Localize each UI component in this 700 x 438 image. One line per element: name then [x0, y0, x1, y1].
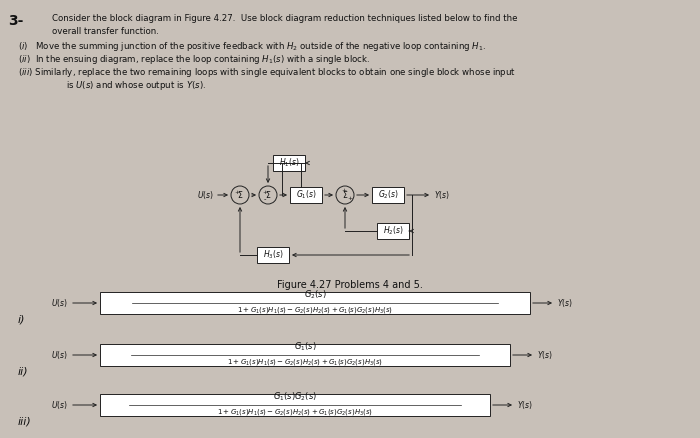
FancyBboxPatch shape — [257, 247, 289, 263]
Text: +: + — [262, 190, 267, 194]
Text: overall transfer function.: overall transfer function. — [52, 27, 159, 36]
Text: $Y(s)$: $Y(s)$ — [557, 297, 573, 309]
Text: i): i) — [18, 315, 25, 325]
FancyBboxPatch shape — [377, 223, 409, 239]
Text: $H_2(s)$: $H_2(s)$ — [383, 225, 403, 237]
Text: iii): iii) — [18, 417, 32, 427]
Text: $U(s)$: $U(s)$ — [197, 189, 214, 201]
Text: -: - — [264, 196, 266, 202]
Text: +: + — [234, 190, 239, 194]
Text: $(i)$   Move the summing junction of the positive feedback with $H_2$ outside of: $(i)$ Move the summing junction of the p… — [18, 40, 486, 53]
Text: Figure 4.27 Problems 4 and 5.: Figure 4.27 Problems 4 and 5. — [277, 280, 423, 290]
Text: $G_2(s)$: $G_2(s)$ — [304, 289, 326, 301]
Text: $U(s)$: $U(s)$ — [51, 349, 68, 361]
Text: $U(s)$: $U(s)$ — [51, 399, 68, 411]
Text: +: + — [342, 187, 346, 192]
FancyBboxPatch shape — [290, 187, 322, 203]
Text: $\Sigma$: $\Sigma$ — [265, 190, 271, 201]
Text: $(ii)$  In the ensuing diagram, replace the loop containing $H_1(s)$ with a sing: $(ii)$ In the ensuing diagram, replace t… — [18, 53, 370, 66]
Text: $\Sigma$: $\Sigma$ — [342, 190, 348, 201]
Text: $U(s)$: $U(s)$ — [51, 297, 68, 309]
Text: 3-: 3- — [8, 14, 23, 28]
Text: $Y(s)$: $Y(s)$ — [537, 349, 553, 361]
FancyBboxPatch shape — [100, 394, 490, 416]
Text: $G_2(s)$: $G_2(s)$ — [377, 189, 398, 201]
Text: $G_1(s)$: $G_1(s)$ — [295, 189, 316, 201]
FancyBboxPatch shape — [100, 344, 510, 366]
Text: +: + — [347, 195, 353, 201]
Text: $G_1(s)$: $G_1(s)$ — [294, 340, 316, 353]
FancyBboxPatch shape — [372, 187, 404, 203]
Text: $G_1(s)G_2(s)$: $G_1(s)G_2(s)$ — [273, 391, 317, 403]
Text: $1+G_1(s)H_1(s)-G_2(s)H_2(s)+G_1(s)G_2(s)H_3(s)$: $1+G_1(s)H_1(s)-G_2(s)H_2(s)+G_1(s)G_2(s… — [217, 407, 373, 417]
Text: $H_1(s)$: $H_1(s)$ — [279, 157, 300, 169]
Text: $1+G_1(s)H_1(s)-G_2(s)H_2(s)+G_1(s)G_2(s)H_3(s)$: $1+G_1(s)H_1(s)-G_2(s)H_2(s)+G_1(s)G_2(s… — [237, 305, 393, 315]
Text: ii): ii) — [18, 367, 29, 377]
FancyBboxPatch shape — [100, 292, 530, 314]
Text: is $U(s)$ and whose output is $Y(s)$.: is $U(s)$ and whose output is $Y(s)$. — [66, 79, 206, 92]
Text: $Y(s)$: $Y(s)$ — [434, 189, 450, 201]
Text: $H_3(s)$: $H_3(s)$ — [262, 249, 284, 261]
Text: Consider the block diagram in Figure 4.27.  Use block diagram reduction techniqu: Consider the block diagram in Figure 4.2… — [52, 14, 517, 23]
Text: $(iii)$ Similarly, replace the two remaining loops with single equivalent blocks: $(iii)$ Similarly, replace the two remai… — [18, 66, 516, 79]
Text: $1+G_1(s)H_1(s)-G_2(s)H_2(s)+G_1(s)G_2(s)H_3(s)$: $1+G_1(s)H_1(s)-G_2(s)H_2(s)+G_1(s)G_2(s… — [227, 357, 383, 367]
FancyBboxPatch shape — [273, 155, 305, 171]
Text: $\Sigma$: $\Sigma$ — [237, 190, 243, 201]
Text: $Y(s)$: $Y(s)$ — [517, 399, 533, 411]
